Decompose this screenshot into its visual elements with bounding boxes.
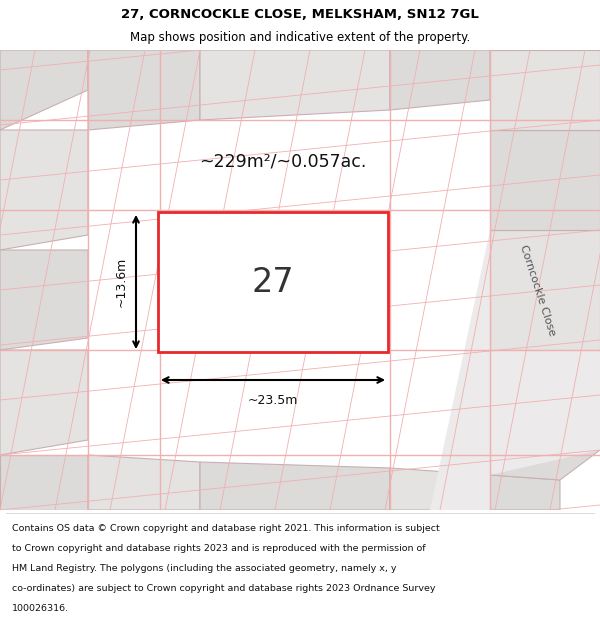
Polygon shape (0, 130, 88, 250)
Text: Corncockle Close: Corncockle Close (518, 243, 557, 337)
Polygon shape (490, 50, 600, 130)
Polygon shape (0, 455, 88, 510)
Polygon shape (88, 50, 200, 130)
Polygon shape (490, 230, 600, 350)
Polygon shape (88, 455, 200, 510)
Text: Map shows position and indicative extent of the property.: Map shows position and indicative extent… (130, 31, 470, 44)
Text: to Crown copyright and database rights 2023 and is reproduced with the permissio: to Crown copyright and database rights 2… (12, 544, 425, 553)
Text: ~23.5m: ~23.5m (248, 394, 298, 407)
Text: Contains OS data © Crown copyright and database right 2021. This information is : Contains OS data © Crown copyright and d… (12, 524, 440, 532)
Polygon shape (200, 462, 390, 510)
Polygon shape (490, 130, 600, 230)
Polygon shape (430, 230, 600, 510)
Polygon shape (200, 50, 390, 120)
Polygon shape (490, 350, 600, 480)
Text: HM Land Registry. The polygons (including the associated geometry, namely x, y: HM Land Registry. The polygons (includin… (12, 564, 397, 573)
Polygon shape (390, 468, 490, 510)
Text: 27, CORNCOCKLE CLOSE, MELKSHAM, SN12 7GL: 27, CORNCOCKLE CLOSE, MELKSHAM, SN12 7GL (121, 8, 479, 21)
Text: ~229m²/~0.057ac.: ~229m²/~0.057ac. (199, 153, 367, 171)
Text: 27: 27 (251, 266, 295, 299)
Polygon shape (0, 350, 88, 455)
Text: ~13.6m: ~13.6m (115, 257, 128, 307)
Text: 100026316.: 100026316. (12, 604, 69, 613)
Polygon shape (0, 50, 88, 130)
Polygon shape (490, 475, 560, 510)
Polygon shape (390, 50, 490, 110)
Polygon shape (0, 250, 88, 350)
Text: co-ordinates) are subject to Crown copyright and database rights 2023 Ordnance S: co-ordinates) are subject to Crown copyr… (12, 584, 436, 593)
Bar (158, 212, 388, 352)
